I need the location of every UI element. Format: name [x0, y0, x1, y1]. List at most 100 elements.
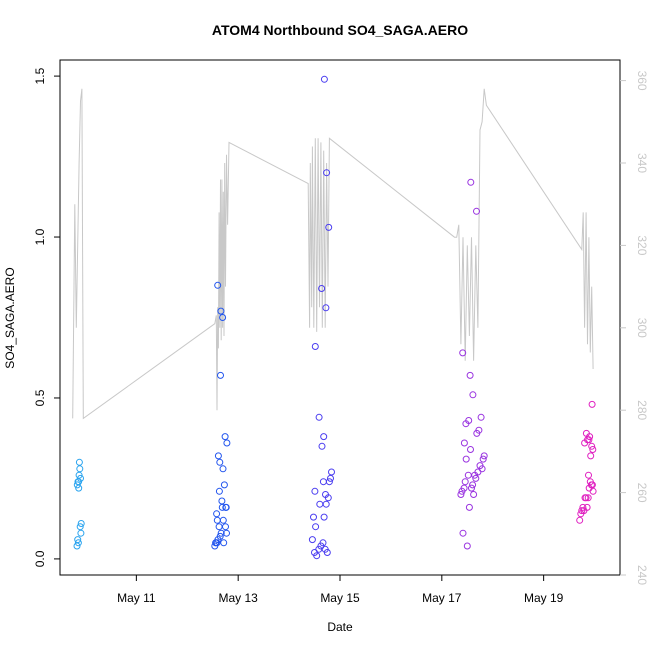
- line-series: [72, 88, 594, 420]
- data-point: [325, 478, 333, 486]
- data-point: [315, 413, 323, 421]
- data-point: [218, 497, 226, 505]
- data-point: [461, 478, 469, 486]
- data-point: [74, 539, 82, 547]
- data-point: [219, 516, 227, 524]
- data-point: [220, 539, 228, 547]
- data-point: [589, 487, 597, 495]
- y2-tick-label: 320: [635, 235, 649, 255]
- y2-tick-label: 280: [635, 400, 649, 420]
- x-tick-label: May 13: [219, 591, 259, 605]
- data-point: [319, 478, 327, 486]
- data-point: [219, 465, 227, 473]
- data-point: [464, 471, 472, 479]
- data-point: [318, 285, 326, 292]
- y2-tick-label: 260: [635, 483, 649, 503]
- data-point: [465, 503, 473, 511]
- data-point: [584, 494, 592, 502]
- x-axis-label: Date: [327, 620, 353, 634]
- y-tick-label: 0.5: [33, 389, 47, 406]
- data-point: [310, 513, 317, 521]
- scatter-series-2: [211, 281, 231, 550]
- data-point: [316, 500, 324, 508]
- data-point: [221, 433, 229, 441]
- data-point: [216, 532, 224, 540]
- data-point: [581, 439, 589, 447]
- plot-frame: [59, 59, 621, 576]
- chart-title: ATOM4 Northbound SO4_SAGA.AERO: [212, 22, 468, 38]
- y-tick-label: 1.0: [33, 228, 47, 245]
- data-point: [327, 474, 334, 482]
- data-point: [470, 491, 478, 498]
- data-point: [213, 516, 221, 524]
- data-point: [582, 494, 590, 502]
- data-point: [585, 471, 592, 479]
- data-point: [587, 452, 595, 460]
- data-point: [217, 307, 225, 315]
- y2-tick-label: 300: [635, 318, 649, 338]
- y-axis-label: SO4_SAGA.AERO: [3, 267, 17, 368]
- data-point: [462, 420, 470, 428]
- y-tick-label: 0.0: [33, 550, 47, 567]
- y-tick-label: 1.5: [33, 67, 47, 84]
- data-point: [462, 455, 470, 463]
- data-point: [322, 304, 330, 312]
- x-tick-label: May 15: [320, 591, 360, 605]
- data-point: [77, 529, 85, 537]
- data-point: [213, 510, 221, 518]
- scatter-points: [73, 75, 597, 560]
- data-point: [458, 487, 466, 495]
- data-point: [320, 75, 328, 83]
- right-axis-line-series: [72, 88, 594, 420]
- y2-tick-label: 340: [635, 153, 649, 173]
- data-point: [74, 536, 82, 544]
- data-point: [466, 371, 474, 379]
- data-point: [469, 391, 477, 399]
- data-point: [459, 349, 467, 357]
- data-point: [220, 481, 228, 489]
- data-point: [217, 529, 225, 537]
- data-point: [459, 529, 467, 537]
- data-point: [311, 343, 319, 350]
- data-point: [216, 458, 224, 466]
- data-point: [588, 442, 596, 450]
- x-tick-label: May 11: [117, 591, 156, 605]
- data-point: [76, 465, 84, 473]
- data-point: [477, 413, 485, 421]
- y2-tick-label: 360: [635, 71, 649, 91]
- data-point: [479, 455, 487, 463]
- data-point: [214, 452, 222, 460]
- data-point: [460, 439, 468, 447]
- scatter-series-5: [576, 400, 597, 524]
- data-point: [475, 426, 483, 434]
- data-point: [582, 429, 590, 437]
- data-point: [467, 446, 474, 453]
- data-point: [318, 442, 326, 450]
- data-point: [215, 487, 223, 495]
- data-point: [478, 465, 486, 473]
- data-point: [325, 223, 333, 231]
- data-point: [467, 178, 475, 186]
- scatter-series-4: [457, 178, 488, 550]
- axes: May 11 May 13 May 15 May 17 May 19 0.0 0.5 1.0 1…: [33, 59, 649, 605]
- data-point: [320, 433, 328, 441]
- data-point: [576, 516, 584, 524]
- data-point: [76, 523, 84, 531]
- data-point: [313, 552, 321, 560]
- data-point: [308, 536, 316, 544]
- data-point: [223, 439, 231, 447]
- data-point: [583, 503, 591, 511]
- data-point: [222, 503, 230, 511]
- data-point: [77, 520, 85, 527]
- data-point: [468, 484, 475, 492]
- data-point: [73, 481, 81, 489]
- data-point: [469, 481, 477, 489]
- data-point: [219, 314, 227, 321]
- data-point: [463, 542, 471, 550]
- data-point: [322, 500, 330, 508]
- data-point: [472, 474, 480, 482]
- data-point: [319, 539, 327, 547]
- data-point: [320, 513, 328, 521]
- data-point: [215, 523, 223, 531]
